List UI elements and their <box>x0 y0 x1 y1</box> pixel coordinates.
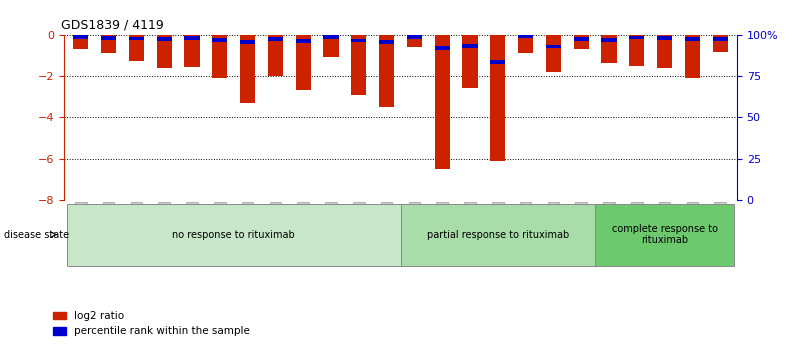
Bar <box>407 36 422 39</box>
Bar <box>518 34 533 38</box>
Bar <box>351 39 366 42</box>
Bar <box>462 45 477 48</box>
Bar <box>713 37 728 41</box>
Bar <box>379 34 394 107</box>
Bar <box>212 34 227 78</box>
Bar <box>268 37 283 41</box>
Bar <box>240 34 256 103</box>
Bar <box>713 34 728 52</box>
Bar <box>240 40 256 44</box>
Bar <box>545 34 561 72</box>
Bar <box>435 34 450 169</box>
Bar <box>184 36 199 40</box>
Bar <box>574 37 589 41</box>
Bar <box>156 34 172 68</box>
Bar <box>129 37 144 40</box>
Bar <box>629 36 645 39</box>
Legend: log2 ratio, percentile rank within the sample: log2 ratio, percentile rank within the s… <box>54 311 250 336</box>
Bar <box>435 46 450 50</box>
Bar <box>518 34 533 53</box>
Bar <box>574 34 589 49</box>
Bar <box>407 34 422 47</box>
Bar <box>351 34 366 95</box>
Text: disease state: disease state <box>4 230 69 239</box>
Bar <box>73 34 88 49</box>
Bar <box>462 34 477 88</box>
Bar <box>545 45 561 48</box>
Bar <box>657 36 672 40</box>
Bar <box>296 34 311 90</box>
Bar <box>490 34 505 161</box>
Bar <box>184 34 199 67</box>
Text: no response to rituximab: no response to rituximab <box>172 230 295 239</box>
Bar <box>602 34 617 63</box>
Bar <box>296 39 311 42</box>
Bar <box>268 34 283 76</box>
Bar <box>73 35 88 39</box>
Bar <box>156 37 172 41</box>
Bar <box>629 34 645 66</box>
Bar <box>602 38 617 42</box>
Bar <box>657 34 672 68</box>
Bar <box>324 34 339 57</box>
Text: GDS1839 / 4119: GDS1839 / 4119 <box>61 19 163 32</box>
Bar <box>101 34 116 53</box>
Bar <box>685 34 700 78</box>
Bar <box>324 35 339 39</box>
Bar <box>129 34 144 61</box>
Text: partial response to rituximab: partial response to rituximab <box>427 230 569 239</box>
Text: complete response to
rituximab: complete response to rituximab <box>612 224 718 245</box>
Bar <box>379 40 394 43</box>
Bar <box>685 37 700 41</box>
Bar <box>101 36 116 40</box>
Bar <box>490 60 505 64</box>
Bar <box>212 38 227 42</box>
